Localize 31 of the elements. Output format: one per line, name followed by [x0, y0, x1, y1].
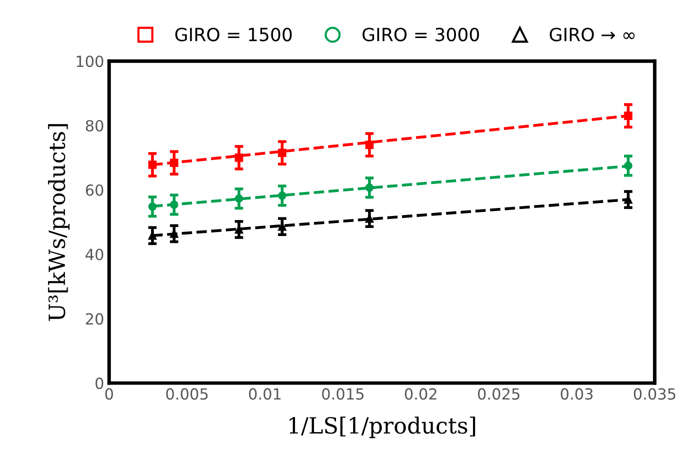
point — [278, 192, 286, 200]
x-tick-label: 0.03 — [560, 388, 593, 400]
y-tick-label: 40 — [86, 248, 104, 260]
x-tick-label: 0.025 — [478, 388, 520, 400]
y-tick-label: 60 — [86, 184, 104, 196]
point — [624, 112, 632, 120]
point — [365, 140, 374, 149]
point — [234, 154, 244, 162]
point — [624, 162, 632, 170]
x-tick-label: 0.015 — [322, 388, 364, 400]
x-tick-label: 0.02 — [404, 388, 436, 400]
y-tick-label: 0 — [96, 378, 104, 390]
y-tick-label: 100 — [76, 56, 104, 68]
point — [170, 200, 178, 209]
x-tick-label: 0.01 — [249, 388, 281, 400]
point — [234, 194, 244, 203]
x-tick-label: 0 — [105, 388, 113, 400]
y-tick-label: 80 — [86, 120, 104, 132]
x-tick-label: 0.035 — [634, 388, 676, 400]
point — [148, 202, 157, 211]
y-axis-title: U³[kWs/products] — [48, 124, 70, 321]
x-tick-label: 0.005 — [166, 388, 208, 400]
point — [170, 158, 178, 168]
x-axis-title: 1/LS[1/products] — [290, 416, 476, 438]
point — [278, 148, 286, 158]
legend-label: GIRO = 1500 — [175, 28, 292, 42]
point — [365, 183, 374, 192]
y-tick-label: 20 — [86, 313, 104, 325]
legend-label: GIRO = 3000 — [362, 28, 479, 42]
legend-label: GIRO → ∞ — [550, 28, 635, 42]
point — [148, 160, 157, 169]
